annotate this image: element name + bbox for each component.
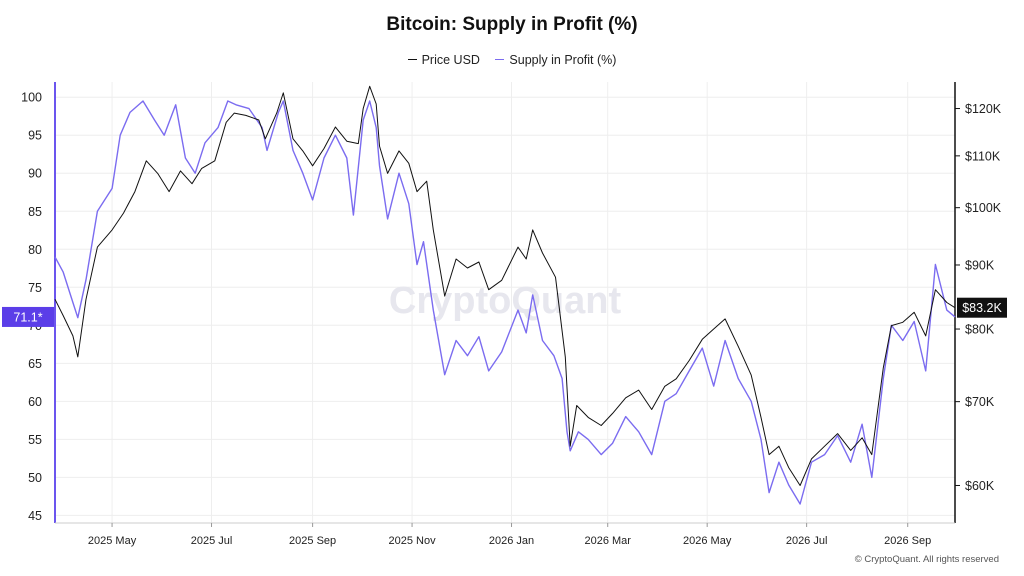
watermark: CryptoQuant [389,280,622,322]
y-left-tick-label: 95 [28,129,42,143]
legend-swatch-price [407,59,417,60]
x-tick-label: 2025 Jul [191,535,233,547]
y-left-tick-label: 80 [28,243,42,257]
current-value-badges: 71.1* $83.2K [2,297,1007,327]
legend-item-price[interactable]: Price USD [407,52,480,67]
x-tick-label: 2026 Jan [489,535,534,547]
y-left-tick-label: 65 [28,357,42,371]
legend-swatch-supply [495,59,505,60]
y-left-tick-label: 50 [28,471,42,485]
series-layer [54,85,956,505]
x-tick-label: 2025 Nov [389,535,437,547]
y-right-tick-label: $90K [965,258,995,272]
x-tick-label: 2026 May [683,535,732,547]
y-left-tick-label: 55 [28,433,42,447]
y-left-tick-label: 60 [28,395,42,409]
y-right-tick-label: $70K [965,395,995,409]
series-line-supply [54,100,956,505]
legend: Price USD Supply in Profit (%) [0,49,1024,67]
legend-item-supply[interactable]: Supply in Profit (%) [495,53,616,67]
y-right-tick-label: $100K [965,201,1002,215]
y-left-tick-label: 90 [28,167,42,181]
y-right-tick-label: $60K [965,479,995,493]
current-price-badge [957,297,1007,318]
series-line-price [54,85,956,486]
chart-title: Bitcoin: Supply in Profit (%) [386,14,638,35]
y-right-tick-label: $110K [965,149,1001,163]
y-left-tick-label: 100 [21,91,42,105]
x-tick-label: 2026 Sep [884,535,931,547]
y-right-tick-label: $120K [965,102,1002,116]
x-tick-label: 2025 Sep [289,535,336,547]
x-tick-label: 2026 Jul [786,535,828,547]
y-left-tick-label: 85 [28,205,42,219]
grid [55,82,955,523]
y-right-tick-label: $80K [965,323,995,337]
legend-label-price: Price USD [421,52,480,67]
x-tick-label: 2026 Mar [584,535,631,547]
y-left-tick-label: 75 [28,281,42,295]
current-supply-badge [2,306,54,327]
legend-label-supply: Supply in Profit (%) [509,52,617,67]
current-supply-label: 71.1* [13,310,42,324]
y-left-tick-label: 45 [28,509,42,523]
current-price-label: $83.2K [962,301,1002,315]
copyright: © CryptoQuant. All rights reserved [854,554,999,565]
x-tick-label: 2025 May [88,535,137,547]
